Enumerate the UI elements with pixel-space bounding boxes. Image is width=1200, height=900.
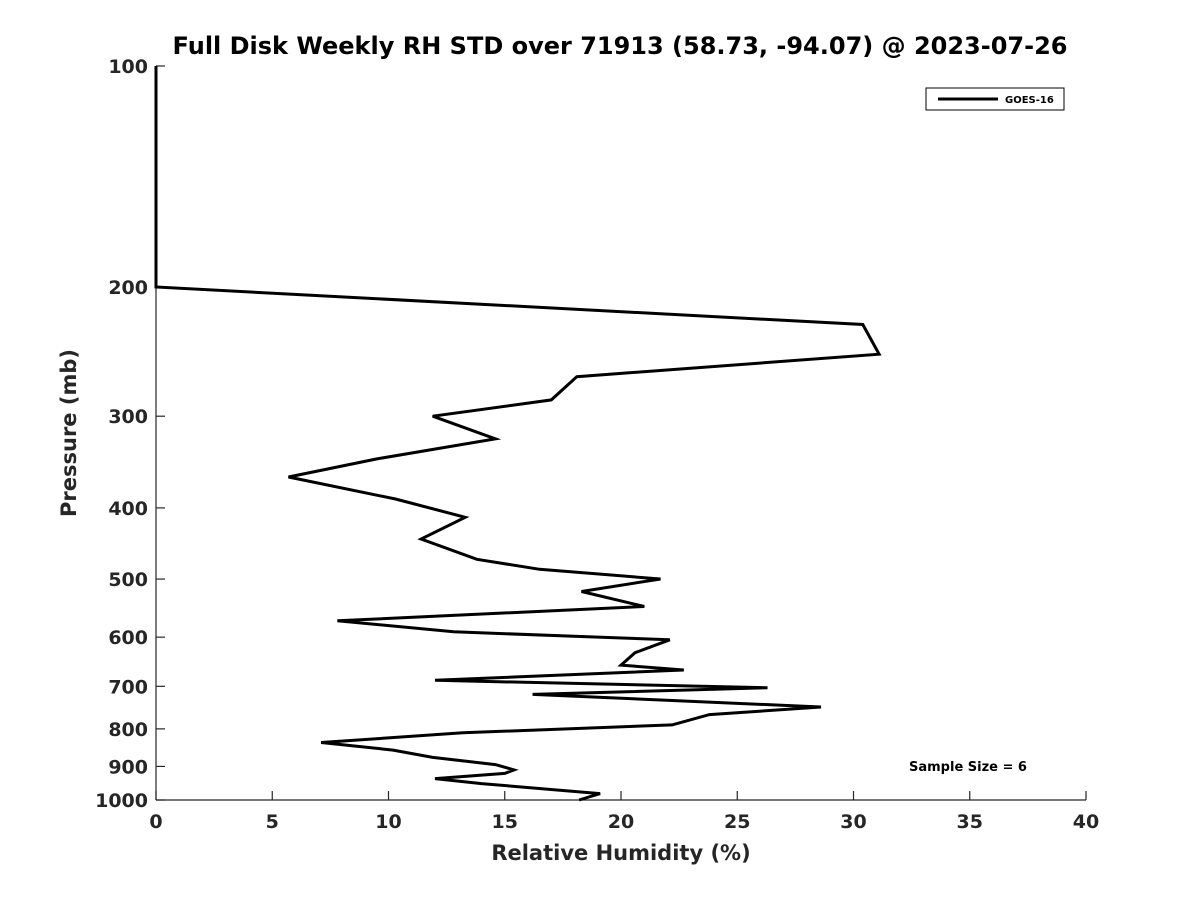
y-tick-label: 700 — [108, 676, 148, 698]
y-axis-label: Pressure (mb) — [57, 349, 81, 517]
legend: GOES-16 — [925, 87, 1065, 111]
y-tick-label: 900 — [108, 756, 148, 778]
x-tick-label: 5 — [266, 811, 279, 833]
x-tick-label: 30 — [840, 811, 866, 833]
series-line — [154, 66, 882, 802]
y-tick-label: 800 — [108, 719, 148, 741]
sample-size-annotation: Sample Size = 6 — [909, 760, 1027, 775]
x-axis-label: Relative Humidity (%) — [491, 841, 750, 865]
x-tick-label: 0 — [149, 811, 162, 833]
y-tick-label: 500 — [108, 569, 148, 591]
x-tick-label: 20 — [608, 811, 634, 833]
y-tick-label: 600 — [108, 627, 148, 649]
x-tick-label: 15 — [492, 811, 518, 833]
x-ticks: 0 5 10 15 20 25 30 35 40 — [149, 791, 1099, 833]
x-tick-label: 10 — [375, 811, 401, 833]
series-layer — [154, 66, 882, 802]
legend-label: GOES-16 — [1005, 95, 1054, 106]
y-tick-label: 200 — [108, 277, 148, 299]
y-tick-label: 400 — [108, 498, 148, 520]
x-tick-label: 40 — [1073, 811, 1099, 833]
y-ticks: 100 200 300 400 500 600 700 800 900 1000 — [95, 56, 165, 812]
plot-axes — [155, 66, 1086, 801]
x-tick-label: 25 — [724, 811, 750, 833]
y-tick-label: 100 — [108, 56, 148, 78]
x-tick-label: 35 — [957, 811, 983, 833]
y-tick-label: 1000 — [95, 790, 148, 812]
chart-title: Full Disk Weekly RH STD over 71913 (58.7… — [173, 32, 1068, 60]
y-tick-label: 300 — [108, 406, 148, 428]
